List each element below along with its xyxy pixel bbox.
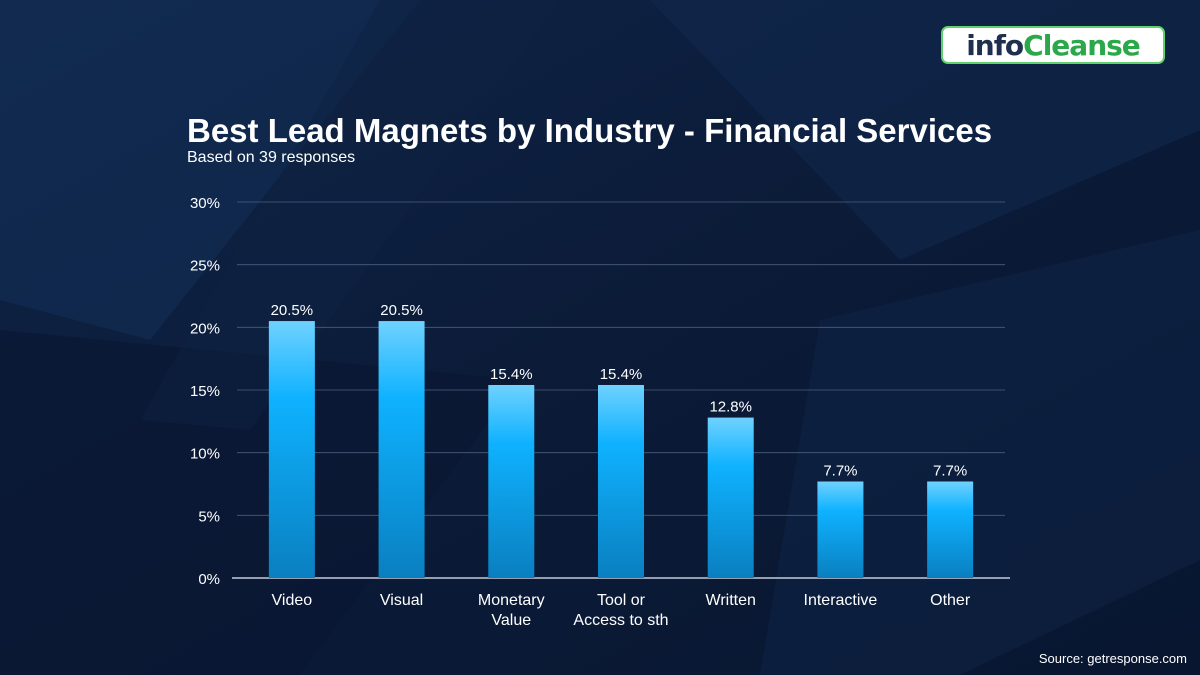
- data-label: 20.5%: [380, 302, 423, 319]
- data-label: 7.7%: [823, 462, 857, 479]
- bar: [268, 321, 315, 578]
- data-label: 12.8%: [709, 399, 752, 416]
- x-tick-label: Visual: [380, 592, 423, 609]
- y-tick-label: 20%: [190, 320, 220, 337]
- y-tick-label: 10%: [190, 446, 220, 463]
- data-label: 15.4%: [490, 366, 533, 383]
- bar: [378, 321, 425, 578]
- bar: [488, 384, 535, 578]
- bar: [598, 384, 644, 578]
- y-tick-label: 25%: [190, 258, 220, 275]
- chart-title: Best Lead Magnets by Industry - Financia…: [187, 112, 993, 149]
- data-label: 15.4%: [600, 366, 643, 383]
- source-note: Source: getresponse.com: [1038, 651, 1187, 666]
- x-tick-label: Interactive: [804, 592, 878, 609]
- y-tick-label: 0%: [198, 571, 220, 588]
- logo-text-info: info: [966, 28, 1024, 62]
- data-label: 7.7%: [933, 462, 967, 479]
- data-label: 20.5%: [271, 302, 314, 319]
- y-tick-label: 5%: [198, 508, 220, 525]
- bar: [707, 417, 754, 578]
- x-tick-label: Access to sth: [573, 612, 668, 629]
- bar: [927, 481, 974, 578]
- chart-subtitle: Based on 39 responses: [187, 149, 356, 166]
- infocleanse-logo: info Cleanse: [941, 26, 1165, 64]
- logo-text-cleanse: Cleanse: [1023, 28, 1141, 62]
- x-tick-label: Video: [272, 592, 313, 609]
- y-tick-label: 15%: [190, 383, 220, 400]
- x-tick-label: Value: [491, 612, 531, 629]
- x-tick-label: Monetary: [478, 592, 545, 609]
- y-tick-label: 30%: [190, 195, 220, 212]
- x-tick-label: Tool or: [597, 592, 646, 609]
- bar: [817, 481, 864, 578]
- x-tick-label: Other: [930, 592, 971, 609]
- x-tick-label: Written: [706, 592, 756, 609]
